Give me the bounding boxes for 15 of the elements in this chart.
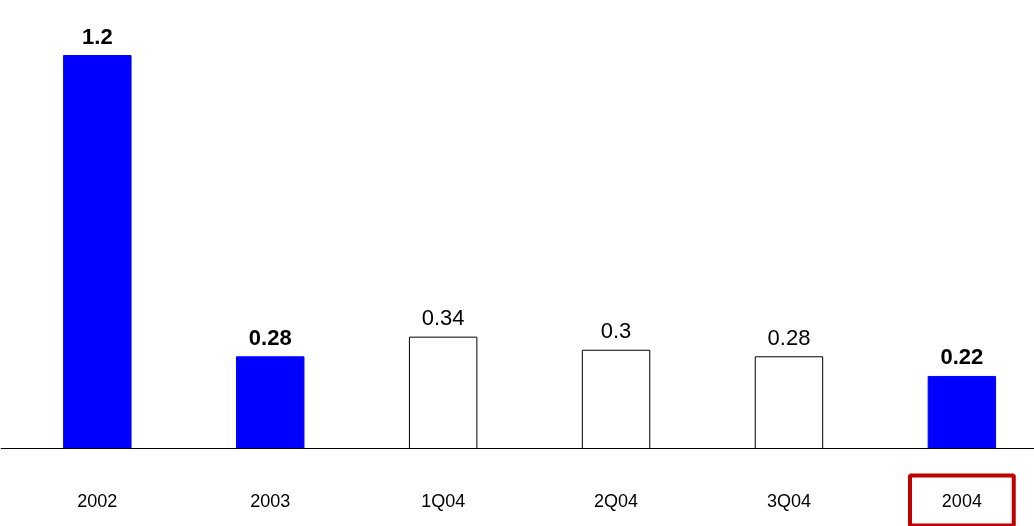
- x-tick-label: 1Q04: [421, 490, 466, 511]
- x-tick-label: 2004: [941, 491, 982, 511]
- bar: [927, 375, 997, 449]
- data-label: 0.28: [248, 324, 292, 350]
- data-label: 0.34: [421, 305, 465, 331]
- bar: [236, 356, 305, 449]
- data-label: 1.2: [82, 23, 113, 49]
- data-label: 0.3: [600, 318, 632, 344]
- x-tick-label: 2002: [77, 491, 118, 511]
- x-tick-label: 2Q04: [594, 490, 639, 511]
- x-tick-label: 3Q04: [766, 490, 811, 511]
- x-tick-label: 2003: [250, 491, 291, 511]
- data-label: 0.22: [940, 344, 984, 370]
- bar: [63, 55, 132, 449]
- data-label: 0.28: [767, 324, 811, 350]
